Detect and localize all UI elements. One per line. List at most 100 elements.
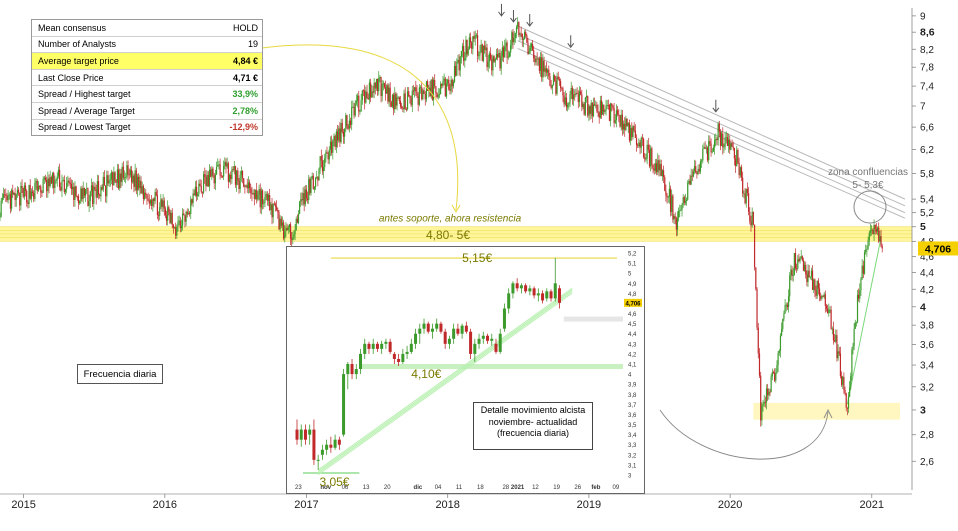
candle-body	[423, 90, 425, 95]
candle-body	[776, 365, 778, 373]
candle-body	[547, 69, 549, 73]
candle-body	[475, 35, 478, 36]
candle-body	[135, 170, 137, 191]
candle-body	[584, 97, 586, 115]
candle-body	[658, 160, 660, 171]
candle-body	[154, 192, 156, 201]
candle-body	[211, 168, 213, 177]
candle-body	[587, 96, 589, 116]
top-arrow	[712, 99, 720, 113]
candle-body	[736, 150, 738, 166]
candle-body	[615, 110, 618, 121]
inset-candle-body	[557, 288, 561, 303]
inset-y-tick-label: 4,1	[628, 363, 637, 369]
candle-body	[685, 199, 688, 201]
top-arrow	[498, 3, 505, 17]
candle-body	[606, 105, 608, 106]
y-tick-label: 6,6	[920, 123, 934, 134]
candle-body	[697, 168, 699, 175]
candle-body	[627, 122, 629, 127]
candle-body	[711, 151, 713, 153]
candle-body	[591, 102, 593, 117]
candle-body	[179, 220, 181, 229]
candle-body	[828, 309, 830, 314]
candle-body	[758, 353, 761, 376]
candle-body	[805, 264, 807, 275]
candle-body	[661, 170, 664, 176]
candle-body	[580, 91, 582, 95]
candle-body	[674, 216, 676, 219]
y-tick-label: 5,4	[920, 195, 934, 206]
inset-candle-body	[363, 343, 367, 354]
candle-body	[331, 141, 333, 153]
y-tick-label: 5	[920, 221, 926, 233]
candle-body	[197, 193, 199, 197]
candle-body	[743, 193, 745, 195]
candle-body	[75, 186, 77, 196]
candle-body	[358, 95, 360, 112]
inset-candle-body	[507, 293, 511, 309]
candle-body	[188, 213, 191, 214]
candle-body	[719, 131, 722, 147]
candle-body	[367, 97, 369, 100]
consensus-row-1: Number of Analysts 19	[32, 37, 262, 54]
candle-body	[494, 58, 496, 62]
candle-body	[712, 147, 715, 152]
candle-body	[800, 256, 802, 258]
candle-body	[456, 61, 458, 76]
candle-body	[279, 218, 281, 230]
candle-body	[334, 136, 336, 148]
candle-body	[869, 230, 872, 233]
candle-body	[525, 31, 527, 36]
candle-body	[757, 327, 759, 354]
candle-body	[575, 92, 577, 95]
candle-body	[278, 212, 280, 230]
candle-body	[61, 181, 63, 191]
candle-body	[785, 304, 787, 306]
candle-body	[634, 130, 636, 138]
candle-body	[114, 172, 116, 182]
candle-body	[14, 192, 16, 201]
candle-body	[467, 48, 469, 55]
candle-body	[871, 229, 873, 231]
confluence-circle	[853, 190, 887, 224]
candle-body	[226, 163, 228, 167]
candle-body	[814, 279, 816, 291]
candle-body	[381, 84, 383, 97]
inset-last-price-badge	[624, 298, 642, 307]
inset-x-tick-label: 23	[295, 485, 302, 491]
candle-body	[522, 39, 525, 40]
inset-candle-body	[388, 341, 392, 352]
candle-body	[205, 177, 207, 186]
candle-body	[668, 188, 670, 197]
candle-body	[539, 57, 542, 71]
candle-body	[180, 225, 183, 229]
candle-body	[489, 53, 492, 60]
candle-body	[481, 44, 483, 61]
inset-candle-body	[532, 288, 536, 296]
candle-body	[107, 175, 109, 184]
candle-body	[777, 353, 779, 366]
last-price-badge	[918, 241, 958, 256]
candle-body	[365, 91, 367, 103]
inset-candle-body	[430, 328, 434, 332]
annotation-resistance-note: antes soporte, ahora resistencia	[379, 214, 522, 225]
candle-body	[102, 176, 104, 190]
candle-body	[436, 93, 438, 98]
candle-body	[410, 97, 412, 106]
candle-body	[682, 197, 684, 205]
candle-body	[243, 178, 245, 187]
support-band	[753, 402, 901, 420]
candle-body	[296, 218, 298, 223]
candle-body	[333, 136, 335, 141]
candle-body	[723, 146, 725, 148]
candle-body	[217, 164, 219, 167]
candle-body	[364, 90, 366, 103]
candle-body	[276, 206, 278, 210]
candle-body	[797, 259, 799, 269]
inset-x-tick-label: 04	[435, 485, 442, 491]
candle-body	[690, 175, 692, 185]
candle-body	[273, 203, 275, 205]
candle-body	[403, 93, 405, 110]
candle-body	[681, 204, 683, 210]
